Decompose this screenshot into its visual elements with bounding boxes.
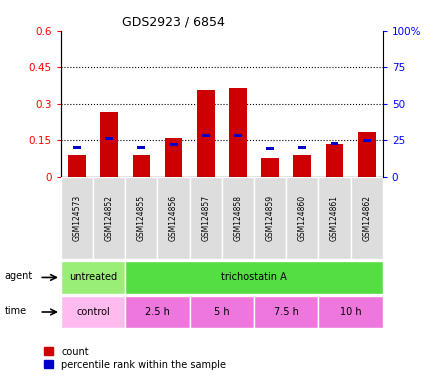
- Text: GSM124856: GSM124856: [169, 195, 178, 241]
- Bar: [197, 90, 214, 177]
- Bar: [137, 146, 145, 149]
- Text: GSM124573: GSM124573: [72, 195, 81, 241]
- Text: 10 h: 10 h: [339, 307, 361, 317]
- Text: untreated: untreated: [69, 272, 117, 283]
- Bar: [93, 177, 125, 259]
- Text: 2.5 h: 2.5 h: [145, 307, 170, 317]
- Text: GSM124862: GSM124862: [362, 195, 370, 241]
- Bar: [125, 177, 157, 259]
- Text: time: time: [4, 306, 26, 316]
- Bar: [189, 177, 221, 259]
- Bar: [318, 177, 350, 259]
- Bar: [330, 142, 338, 144]
- Bar: [169, 143, 177, 146]
- Bar: [61, 261, 125, 294]
- Bar: [298, 146, 306, 149]
- Text: trichostatin A: trichostatin A: [220, 272, 286, 283]
- Title: GDS2923 / 6854: GDS2923 / 6854: [122, 15, 224, 28]
- Bar: [233, 134, 241, 137]
- Bar: [189, 296, 253, 328]
- Text: GSM124858: GSM124858: [233, 195, 242, 241]
- Bar: [286, 177, 318, 259]
- Bar: [325, 144, 342, 177]
- Bar: [61, 296, 125, 328]
- Text: agent: agent: [4, 271, 33, 281]
- Bar: [132, 155, 150, 177]
- Bar: [350, 177, 382, 259]
- Bar: [125, 296, 189, 328]
- Bar: [253, 296, 318, 328]
- Bar: [100, 112, 118, 177]
- Text: 5 h: 5 h: [214, 307, 229, 317]
- Text: GSM124860: GSM124860: [297, 195, 306, 241]
- Bar: [105, 137, 113, 140]
- Text: 7.5 h: 7.5 h: [273, 307, 298, 317]
- Bar: [125, 261, 382, 294]
- Text: control: control: [76, 307, 110, 317]
- Bar: [157, 177, 189, 259]
- Bar: [73, 146, 81, 149]
- Legend: count, percentile rank within the sample: count, percentile rank within the sample: [39, 343, 230, 374]
- Bar: [357, 132, 375, 177]
- Text: GSM124861: GSM124861: [329, 195, 338, 241]
- Bar: [293, 155, 310, 177]
- Bar: [229, 88, 246, 177]
- Bar: [362, 139, 370, 142]
- Bar: [68, 155, 85, 177]
- Bar: [164, 138, 182, 177]
- Bar: [61, 177, 93, 259]
- Text: GSM124857: GSM124857: [201, 195, 210, 241]
- Text: GSM124852: GSM124852: [105, 195, 113, 241]
- Bar: [221, 177, 253, 259]
- Bar: [253, 177, 286, 259]
- Text: GSM124859: GSM124859: [265, 195, 274, 241]
- Text: GSM124855: GSM124855: [137, 195, 145, 241]
- Bar: [318, 296, 382, 328]
- Bar: [261, 158, 278, 177]
- Bar: [201, 134, 209, 137]
- Bar: [266, 147, 273, 151]
